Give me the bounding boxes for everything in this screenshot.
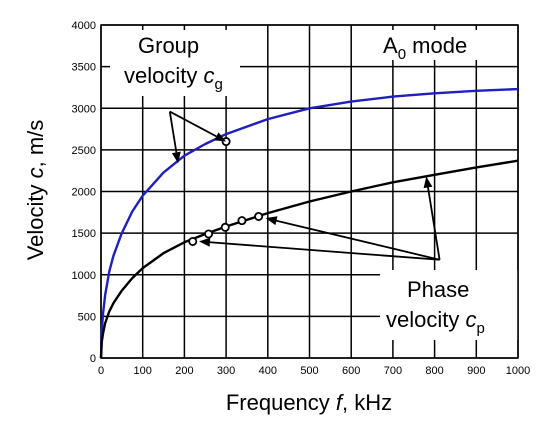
y-tick-label: 2000 — [72, 187, 96, 199]
arrow-shaft — [276, 219, 440, 261]
arrow-head — [214, 132, 227, 142]
axis-ticks: 0 100 200 300 400 500 600 700 800 900 1000 0 500 1000… — [72, 20, 531, 377]
data-marker — [188, 236, 198, 246]
y-tick-label: 2500 — [72, 145, 96, 157]
series-line — [99, 159, 519, 359]
arrow-head — [171, 151, 181, 164]
phase-velocity-label-line1: Phase — [407, 277, 469, 302]
label-background — [380, 30, 490, 60]
series-lines — [99, 87, 519, 359]
x-tick-label: 100 — [134, 365, 152, 377]
label-background — [110, 30, 240, 96]
x-axis-label: Frequency f, kHz — [226, 390, 392, 415]
x-tick-label: 0 — [98, 365, 104, 377]
y-tick-label: 1000 — [72, 270, 96, 282]
data-marker — [220, 222, 230, 232]
y-tick-label: 1500 — [72, 228, 96, 240]
y-tick-label: 4000 — [72, 20, 96, 32]
group-velocity-label-line1: Group — [138, 33, 199, 58]
data-marker — [254, 211, 264, 221]
y-tick-label: 3500 — [72, 62, 96, 74]
arrow-shaft — [209, 241, 440, 261]
x-tick-label: 500 — [300, 365, 318, 377]
data-markers — [188, 137, 264, 246]
arrow-head — [199, 237, 211, 247]
arrow-shaft — [168, 111, 178, 153]
label-background — [380, 270, 518, 340]
y-axis-label: Velocity c, m/s — [23, 120, 48, 261]
y-tick-label: 0 — [90, 353, 96, 365]
group-velocity-label-line2: velocity cg — [124, 63, 223, 93]
phase-velocity-label-line2: velocity cp — [386, 307, 485, 337]
series-line — [99, 87, 519, 359]
data-marker — [237, 216, 247, 226]
mode-label: A0 mode — [383, 33, 467, 63]
arrow-shaft — [169, 110, 217, 138]
x-tick-label: 800 — [425, 365, 443, 377]
data-marker — [204, 229, 214, 239]
arrow-head — [265, 216, 278, 226]
x-tick-label: 300 — [217, 365, 235, 377]
arrow-head — [423, 176, 433, 189]
annotation-arrows — [168, 110, 441, 261]
x-tick-label: 400 — [259, 365, 277, 377]
x-tick-label: 1000 — [506, 365, 530, 377]
y-tick-label: 500 — [78, 311, 96, 323]
x-tick-label: 900 — [467, 365, 485, 377]
arrow-shaft — [427, 187, 441, 260]
y-tick-label: 3000 — [72, 103, 96, 115]
x-tick-label: 200 — [175, 365, 193, 377]
label-backgrounds — [110, 30, 518, 340]
plot-frame — [100, 24, 519, 359]
x-tick-label: 600 — [342, 365, 360, 377]
x-tick-label: 700 — [384, 365, 402, 377]
